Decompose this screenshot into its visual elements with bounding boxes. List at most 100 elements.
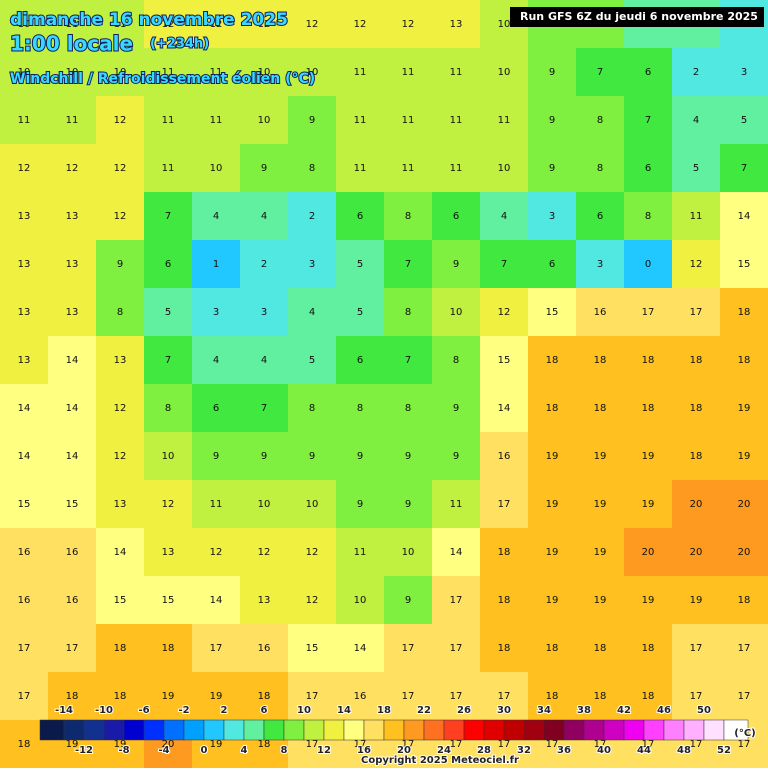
field-cell (288, 192, 337, 241)
field-cell (528, 48, 577, 97)
field-cell (672, 624, 721, 673)
field-cell (0, 288, 49, 337)
field-cell (48, 0, 97, 49)
field-value: 10 (258, 67, 271, 78)
field-cell (528, 528, 577, 577)
field-value: 11 (498, 115, 511, 126)
parameter: Windchill / Refroidissement éolien (°C) (10, 71, 315, 87)
field-value: 8 (357, 403, 363, 414)
colorbar-cell (63, 719, 85, 741)
field-value: 14 (210, 595, 223, 606)
field-cell (672, 576, 721, 625)
field-cell (288, 624, 337, 673)
field-value: 4 (261, 355, 267, 366)
field-cell (240, 576, 289, 625)
field-cell (336, 672, 385, 721)
field-cell (480, 336, 529, 385)
field-value: 7 (645, 115, 651, 126)
field-cell (144, 384, 193, 433)
field-value: 17 (18, 691, 31, 702)
colorbar-label: 28 (477, 745, 491, 756)
field-value: 18 (642, 403, 655, 414)
field-cell (48, 432, 97, 481)
field-cell (48, 240, 97, 289)
field-value: 18 (594, 643, 607, 654)
field-cell (336, 240, 385, 289)
field-value: 19 (546, 451, 559, 462)
field-value: 7 (501, 259, 507, 270)
field-value: 20 (162, 739, 175, 750)
colorbar-cell (103, 719, 125, 741)
field-cell (48, 96, 97, 145)
colorbar-label: 42 (617, 705, 631, 716)
field-value: 18 (498, 547, 511, 558)
field-value: 17 (498, 691, 511, 702)
field-value: 17 (306, 691, 319, 702)
field-cell (288, 240, 337, 289)
field-cell (576, 240, 625, 289)
field-value: 17 (498, 499, 511, 510)
field-value: 7 (405, 355, 411, 366)
field-cell (288, 288, 337, 337)
field-value: 8 (405, 211, 411, 222)
field-value: 18 (738, 307, 751, 318)
field-cell (672, 48, 721, 97)
field-cell (576, 96, 625, 145)
field-value: 11 (354, 163, 367, 174)
field-cell (720, 96, 768, 145)
colorbar-cell (263, 719, 285, 741)
field-value: 3 (261, 307, 267, 318)
field-cell (288, 480, 337, 529)
field-value: 10 (498, 163, 511, 174)
colorbar-label: 6 (261, 705, 268, 716)
colorbar-label: 18 (377, 705, 391, 716)
colorbar-label: 16 (357, 745, 371, 756)
colorbar-cell (223, 719, 245, 741)
field-value: 8 (597, 163, 603, 174)
field-value: 9 (357, 451, 363, 462)
field-cell (0, 96, 49, 145)
field-value: 0 (645, 259, 651, 270)
field-value: 2 (261, 259, 267, 270)
colorbar-label: 20 (397, 745, 411, 756)
date: dimanche 16 novembre 2025 (10, 10, 288, 30)
field-value: 18 (594, 355, 607, 366)
field-cell (576, 336, 625, 385)
field-cell (144, 624, 193, 673)
field-value: 10 (306, 499, 319, 510)
field-cell (288, 144, 337, 193)
field-value: 11 (402, 115, 415, 126)
field-value: 16 (498, 451, 511, 462)
field-cell (240, 528, 289, 577)
field-value: 19 (738, 451, 751, 462)
field-value: 13 (18, 307, 31, 318)
field-cell (240, 672, 289, 721)
field-value: 10 (114, 67, 127, 78)
field-value: 7 (165, 211, 171, 222)
field-value: 3 (549, 211, 555, 222)
field-value: 17 (210, 643, 223, 654)
field-value: 12 (162, 19, 175, 30)
field-value: 20 (642, 547, 655, 558)
field-cell (672, 240, 721, 289)
colorbar-label: 46 (657, 705, 671, 716)
field-value: 5 (741, 115, 747, 126)
field-value: 17 (642, 739, 655, 750)
field-cell (144, 672, 193, 721)
field-value: 11 (162, 163, 175, 174)
field-value: 20 (738, 547, 751, 558)
field-value: 15 (498, 355, 511, 366)
field-cell (192, 144, 241, 193)
field-value: 15 (738, 259, 751, 270)
field-cell (528, 480, 577, 529)
field-cell (672, 96, 721, 145)
field-cell (240, 0, 289, 49)
colorbar-label: -10 (95, 705, 113, 716)
field-cell (336, 432, 385, 481)
colorbar-label: 50 (697, 705, 711, 716)
field-value: 19 (162, 691, 175, 702)
unit: (°C) (734, 728, 755, 739)
field-value: 18 (18, 739, 31, 750)
field-value: 6 (549, 259, 555, 270)
field-value: 17 (306, 739, 319, 750)
